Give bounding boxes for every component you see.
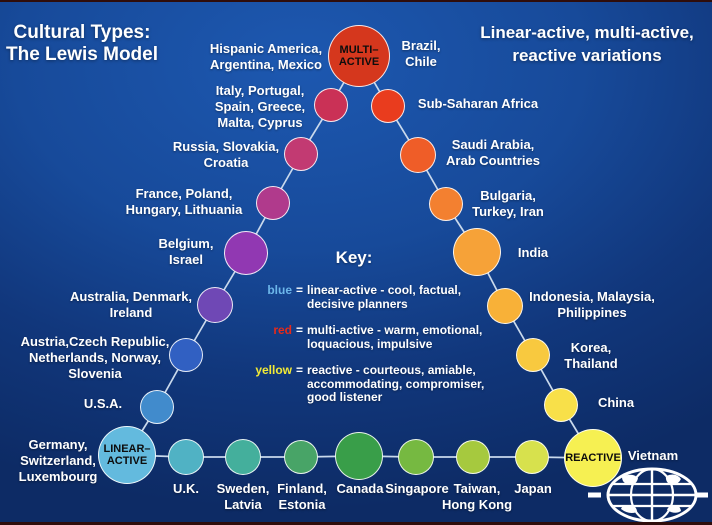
node-multi-active: MULTI– ACTIVE [328,25,390,87]
label-bulgaria-group: Bulgaria, Turkey, Iran [472,188,544,219]
label-germany-group: Germany, Switzerland, Luxembourg [18,437,98,484]
label-belgium-israel: Belgium, Israel [158,236,214,267]
label-indonesia-group: Indonesia, Malaysia, Philippines [529,289,655,320]
key-entry-blue: blue = linear-active - cool, factual, decis… [228,283,480,311]
top-edge-strip [0,0,712,2]
node-taiwan [456,440,490,474]
label-sub-saharan: Sub-Saharan Africa [417,96,539,111]
slide-subtitle-line2: reactive variations [512,46,662,65]
node-singapore [398,439,434,475]
slide-title-line1: Cultural Types: [13,22,151,43]
slide-title-line2: The Lewis Model [5,44,159,65]
key-entries: blue = linear-active - cool, factual, decis… [228,283,484,405]
key-term: yellow [255,363,292,377]
label-korea-thailand: Korea, Thailand [564,340,618,371]
node-subsaharan [371,89,405,123]
key-block: Key: blue = linear-active - cool, factual,… [228,248,484,418]
label-russia-group: Russia, Slovakia, Croatia [172,139,280,170]
node-australia [197,287,233,323]
node-uk [168,439,204,475]
label-hispanic-america: Hispanic America, Argentina, Mexico [209,41,323,72]
node-russia [284,137,318,171]
label-uk: U.K. [173,481,199,496]
node-bulgaria [429,187,463,221]
node-canada [335,432,383,480]
label-brazil-chile: Brazil, Chile [401,38,441,69]
label-taiwan-hongkong: Taiwan, Hong Kong [441,481,513,512]
key-definition: linear-active - cool, factual, decisive p… [307,283,462,311]
label-finland-estonia: Finland, Estonia [277,481,327,512]
node-korea [516,338,550,372]
key-equals: = [295,363,303,377]
label-italy-group: Italy, Portugal, Spain, Greece, Malta, Cyp… [214,83,306,130]
vertex-label: MULTI– [339,43,379,56]
key-entry-red: red = multi-active - warm, emotional, loqua… [228,323,483,351]
label-sweden-latvia: Sweden, Latvia [216,481,270,512]
label-usa: U.S.A. [83,396,123,411]
key-equals: = [295,283,303,297]
label-vietnam: Vietnam [627,448,679,463]
node-linear-active: LINEAR– ACTIVE [98,426,156,484]
key-heading: Key: [335,248,373,267]
label-france-group: France, Poland, Hungary, Lithuania [125,186,243,217]
label-japan: Japan [514,481,552,496]
node-china [544,388,578,422]
vertex-label: ACTIVE [338,56,380,68]
label-austria-group: Austria,Czech Republic, Netherlands, Norw… [20,334,170,381]
key-term: blue [267,283,292,297]
node-japan [515,440,549,474]
bottom-edge-strip [0,522,712,525]
key-term: red [273,323,292,337]
node-austria [169,338,203,372]
vertex-label: ACTIVE [106,455,148,467]
node-france [256,186,290,220]
key-definition: multi-active - warm, emotional, loquaciou… [307,323,483,351]
label-saudi-group: Saudi Arabia, Arab Countries [446,137,540,168]
node-finland [284,440,318,474]
slide-subtitle: Linear-active, multi-active, reactive va… [465,21,709,67]
key-entry-yellow: yellow = reactive - courteous, amiable, acc… [228,363,484,405]
node-belgium [224,231,268,275]
globe-logo-icon [588,467,708,523]
vertex-label: REACTIVE [565,451,621,464]
label-india: India [517,245,549,260]
label-singapore: Singapore [385,481,449,496]
label-canada: Canada [336,481,384,496]
label-china: China [597,395,635,410]
node-usa [140,390,174,424]
node-italy [314,88,348,122]
node-sweden [225,439,261,475]
label-australia-group: Australia, Denmark, Ireland [69,289,193,320]
vertex-label: LINEAR– [103,442,151,455]
node-reactive: REACTIVE [564,429,622,487]
slide-title: Cultural Types: The Lewis Model [0,22,164,66]
node-saudi [400,137,436,173]
key-equals: = [295,323,303,337]
slide-subtitle-line1: Linear-active, multi-active, [480,23,694,42]
node-indonesia [487,288,523,324]
node-india [453,228,501,276]
key-definition: reactive - courteous, amiable, accommodat… [307,363,485,404]
